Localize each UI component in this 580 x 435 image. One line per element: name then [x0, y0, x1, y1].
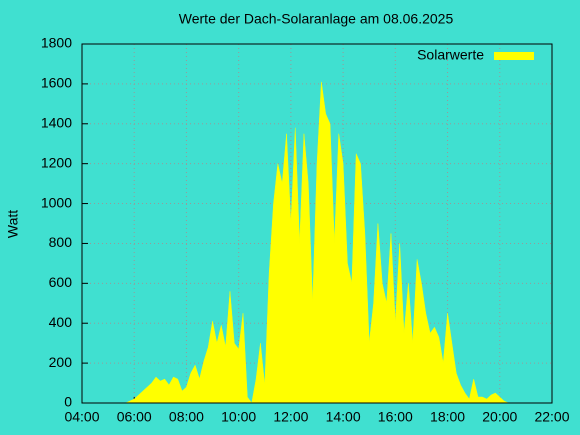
x-tick-label: 16:00 [378, 409, 413, 425]
y-tick-label: 1200 [41, 154, 72, 170]
y-tick-label: 200 [49, 354, 73, 370]
x-tick-label: 04:00 [64, 409, 99, 425]
y-tick-label: 1000 [41, 194, 72, 210]
area [125, 81, 509, 404]
plot-border [81, 43, 553, 404]
x-tick-label: 12:00 [273, 409, 308, 425]
legend-label: Solarwerte [417, 47, 484, 63]
x-tick-label: 18:00 [430, 409, 465, 425]
chart-title: Werte der Dach-Solaranlage am 08.06.2025 [179, 11, 454, 27]
legend-swatch [494, 52, 534, 60]
y-tick-label: 400 [49, 314, 73, 330]
x-tick-label: 22:00 [534, 409, 569, 425]
y-tick-label: 0 [64, 394, 72, 410]
x-tick-label: 08:00 [169, 409, 204, 425]
y-tick-label: 800 [49, 234, 73, 250]
x-tick-label: 14:00 [326, 409, 361, 425]
y-tick-label: 1400 [41, 114, 72, 130]
x-tick-label: 20:00 [482, 409, 517, 425]
x-tick-label: 06:00 [117, 409, 152, 425]
y-tick-label: 1800 [41, 35, 72, 51]
x-tick-label: 10:00 [221, 409, 256, 425]
y-tick-label: 1600 [41, 75, 72, 91]
y-tick-label: 600 [49, 274, 73, 290]
y-axis-label: Watt [5, 210, 21, 238]
